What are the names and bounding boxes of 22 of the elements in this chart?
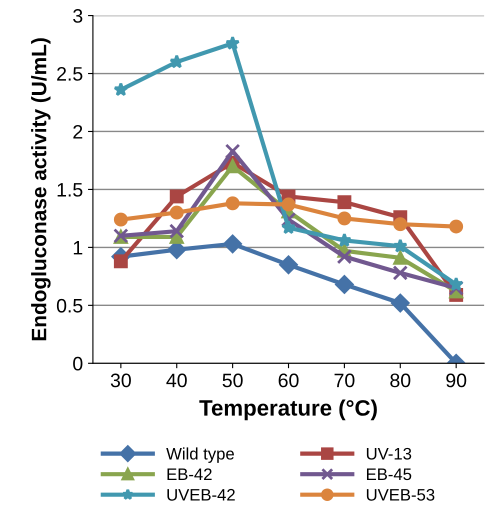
y-tick-label: 2 xyxy=(73,124,82,139)
y-tick-label: 3 xyxy=(73,9,82,23)
legend-label: Wild type xyxy=(166,447,234,463)
legend-label: UV-13 xyxy=(366,448,412,460)
x-tick-label: 30 xyxy=(110,374,131,388)
legend-label: UVEB-42 xyxy=(167,488,235,501)
legend-label: EB-45 xyxy=(366,468,412,480)
x-axis-title: Temperature (°C) xyxy=(199,399,377,420)
y-tick-label: 1.5 xyxy=(58,183,82,197)
legend-label: EB-42 xyxy=(168,468,212,480)
y-tick-label: 0 xyxy=(73,356,82,371)
x-tick-label: 50 xyxy=(222,374,243,388)
y-axis-title: Endogluconase activity (U/mL) xyxy=(31,38,51,340)
x-tick-label: 70 xyxy=(334,374,354,388)
y-tick-label: 2.5 xyxy=(57,66,82,81)
legend-label: UVEB-53 xyxy=(366,488,434,501)
y-tick-label: 0.5 xyxy=(56,298,82,313)
y-tick-label: 1 xyxy=(74,241,82,254)
x-tick-label: 90 xyxy=(446,374,466,388)
x-tick-label: 60 xyxy=(278,374,299,388)
x-tick-label: 40 xyxy=(166,374,187,388)
x-tick-label: 80 xyxy=(390,374,410,388)
